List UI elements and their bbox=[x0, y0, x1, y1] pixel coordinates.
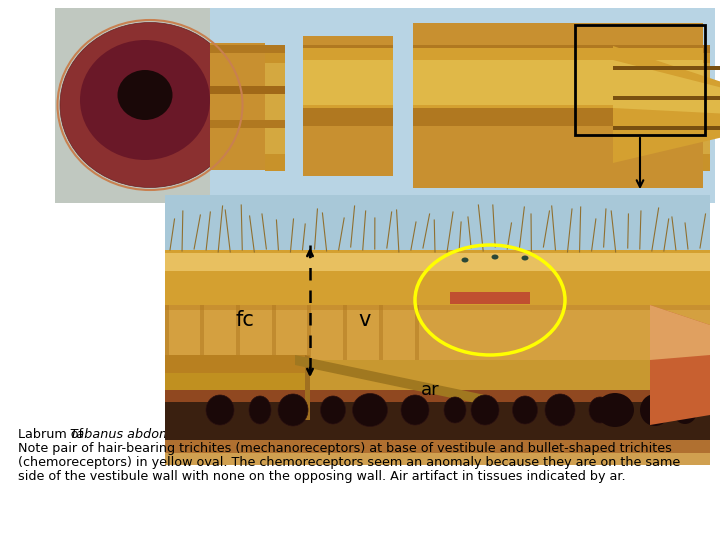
Text: ar: ar bbox=[420, 381, 439, 399]
Bar bbox=[165, 453, 710, 465]
Ellipse shape bbox=[117, 70, 173, 120]
Ellipse shape bbox=[492, 254, 498, 260]
Bar bbox=[413, 23, 703, 188]
Text: side of the vestibule wall with none on the opposing wall. Air artifact in tissu: side of the vestibule wall with none on … bbox=[18, 470, 626, 483]
Bar bbox=[165, 195, 710, 250]
Bar bbox=[285, 38, 303, 175]
Ellipse shape bbox=[206, 395, 234, 425]
Bar bbox=[210, 120, 710, 128]
Ellipse shape bbox=[278, 394, 308, 426]
Bar bbox=[450, 292, 530, 304]
Ellipse shape bbox=[444, 397, 466, 423]
Ellipse shape bbox=[471, 395, 499, 425]
Bar bbox=[303, 126, 703, 161]
Bar bbox=[55, 8, 715, 203]
Bar bbox=[210, 8, 265, 203]
Ellipse shape bbox=[521, 255, 528, 260]
Bar bbox=[165, 390, 710, 402]
Bar bbox=[165, 253, 710, 271]
Bar bbox=[305, 360, 710, 405]
Text: Tabanus abdominalis: Tabanus abdominalis bbox=[71, 428, 205, 441]
Bar bbox=[165, 250, 710, 320]
Polygon shape bbox=[305, 355, 310, 420]
Bar bbox=[236, 305, 240, 390]
Ellipse shape bbox=[60, 23, 240, 187]
Bar bbox=[165, 310, 710, 365]
Bar bbox=[343, 305, 347, 390]
Bar bbox=[393, 26, 413, 185]
Polygon shape bbox=[295, 355, 485, 405]
Text: (chemoreceptors) in yellow oval. The chemoreceptors seem an anomaly because they: (chemoreceptors) in yellow oval. The che… bbox=[18, 456, 680, 469]
Bar bbox=[307, 305, 311, 390]
Bar bbox=[613, 126, 720, 130]
Ellipse shape bbox=[320, 396, 346, 424]
Ellipse shape bbox=[640, 394, 670, 426]
Text: fc: fc bbox=[235, 310, 254, 330]
Text: Note pair of hair-bearing trichites (mechanoreceptors) at base of vestibule and : Note pair of hair-bearing trichites (mec… bbox=[18, 442, 672, 455]
Polygon shape bbox=[650, 305, 710, 425]
Bar bbox=[200, 305, 204, 390]
Bar bbox=[165, 355, 310, 373]
Bar bbox=[165, 355, 310, 410]
Bar bbox=[303, 48, 703, 151]
Text: v: v bbox=[359, 310, 372, 330]
Bar bbox=[303, 108, 703, 126]
Bar bbox=[165, 395, 710, 445]
Ellipse shape bbox=[589, 397, 611, 423]
Ellipse shape bbox=[672, 396, 698, 424]
Bar bbox=[210, 46, 710, 171]
Text: Labrum of: Labrum of bbox=[18, 428, 87, 441]
Ellipse shape bbox=[353, 394, 387, 427]
Bar bbox=[165, 305, 169, 390]
Bar bbox=[210, 45, 710, 53]
Ellipse shape bbox=[513, 396, 538, 424]
Bar bbox=[165, 195, 710, 420]
Bar bbox=[210, 43, 265, 170]
Bar bbox=[210, 63, 710, 154]
Polygon shape bbox=[165, 250, 710, 315]
Ellipse shape bbox=[596, 393, 634, 427]
Bar bbox=[55, 8, 250, 203]
Ellipse shape bbox=[80, 40, 210, 160]
Polygon shape bbox=[613, 46, 720, 163]
Polygon shape bbox=[650, 305, 710, 360]
Ellipse shape bbox=[462, 258, 469, 262]
Text: . Dashed arrows mark junction of vestibule (v) with food canal (fc).: . Dashed arrows mark junction of vestibu… bbox=[170, 428, 598, 441]
Bar bbox=[165, 305, 710, 390]
Bar bbox=[613, 96, 720, 100]
Bar bbox=[415, 305, 419, 390]
Bar bbox=[379, 305, 383, 390]
Bar bbox=[165, 440, 710, 460]
Ellipse shape bbox=[401, 395, 429, 425]
Bar bbox=[303, 60, 703, 105]
Ellipse shape bbox=[545, 394, 575, 426]
Bar bbox=[575, 25, 705, 135]
Bar bbox=[272, 305, 276, 390]
Polygon shape bbox=[613, 60, 720, 116]
Bar bbox=[210, 86, 710, 94]
Bar bbox=[303, 36, 393, 176]
Bar bbox=[613, 66, 720, 70]
Ellipse shape bbox=[249, 396, 271, 424]
